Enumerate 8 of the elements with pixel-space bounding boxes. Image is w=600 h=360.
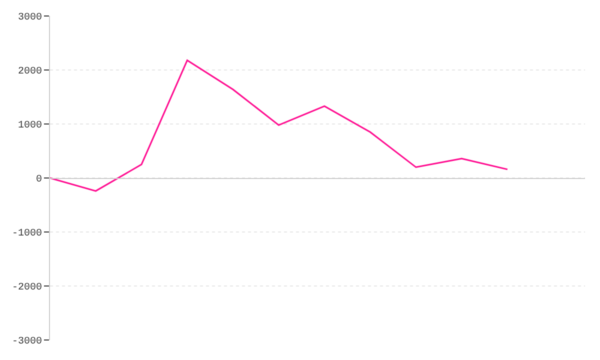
y-tick-label: -3000 [12,336,42,348]
y-tick-label: -1000 [12,228,42,240]
y-tick-label: 1000 [18,120,42,132]
y-tick-label: 3000 [18,12,42,24]
y-tick-label: -2000 [12,282,42,294]
line-series [50,59,508,192]
y-tick-label: 2000 [18,66,42,78]
y-tick-label: 0 [36,174,42,186]
